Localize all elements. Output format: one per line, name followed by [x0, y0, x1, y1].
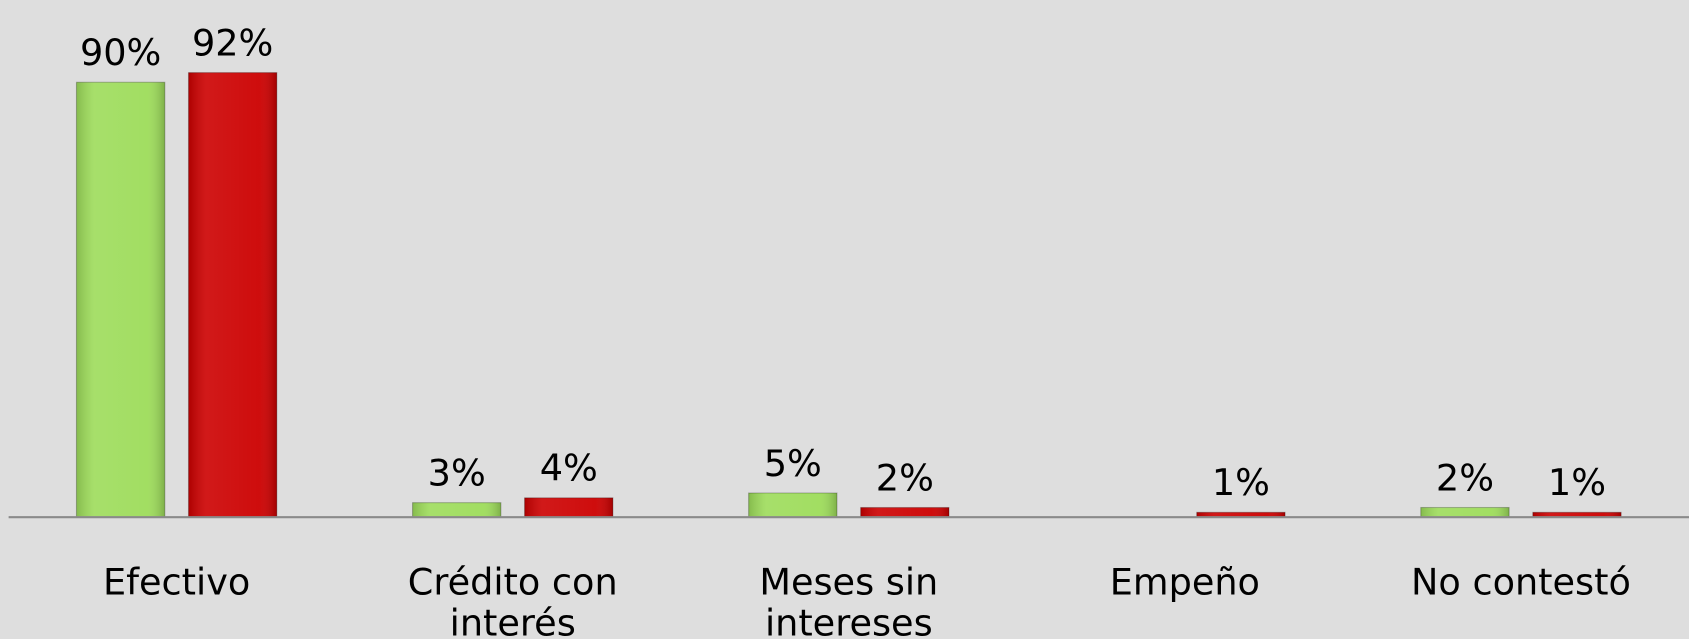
data-label: 2%	[876, 456, 934, 499]
data-label: 4%	[540, 447, 598, 490]
bar	[748, 492, 838, 518]
data-label: 5%	[764, 442, 822, 485]
bar	[412, 502, 502, 518]
data-label: 3%	[428, 451, 486, 494]
bar	[524, 497, 614, 518]
data-label: 1%	[1212, 461, 1270, 504]
x-tick-label: Empeño	[1110, 561, 1260, 604]
bar	[1420, 506, 1510, 518]
x-tick-label: Crédito con interés	[408, 561, 618, 639]
bar	[860, 506, 950, 518]
x-tick-label: No contestó	[1411, 561, 1631, 604]
bar	[75, 81, 166, 518]
x-tick-label: Efectivo	[103, 561, 250, 604]
data-label: 2%	[1436, 456, 1494, 499]
data-label: 1%	[1548, 461, 1606, 504]
data-label: 92%	[192, 21, 273, 64]
bar	[187, 72, 278, 518]
data-label: 90%	[80, 31, 161, 74]
x-tick-label: Meses sin intereses	[759, 561, 938, 639]
